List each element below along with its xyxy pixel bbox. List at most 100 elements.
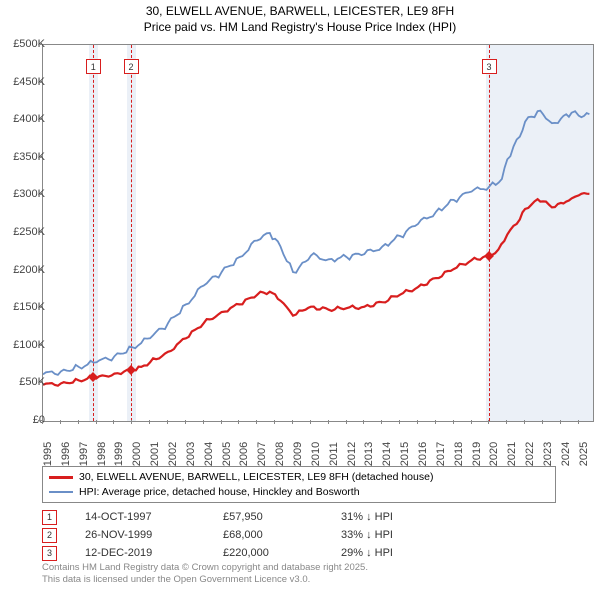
- x-tick-label: 2017: [435, 442, 447, 466]
- y-tick: [38, 307, 42, 308]
- x-tick-label: 1995: [42, 442, 54, 466]
- legend-item: HPI: Average price, detached house, Hinc…: [49, 485, 549, 500]
- x-tick-label: 2001: [149, 442, 161, 466]
- series-price_paid: [43, 193, 589, 386]
- series-svg: [43, 45, 593, 421]
- x-tick-label: 2024: [560, 442, 572, 466]
- x-tick: [363, 420, 364, 424]
- x-tick: [488, 420, 489, 424]
- legend-label: HPI: Average price, detached house, Hinc…: [79, 485, 360, 500]
- x-tick: [42, 420, 43, 424]
- x-tick: [542, 420, 543, 424]
- sales-table: 1 14-OCT-1997£57,95031% ↓ HPI 2 26-NOV-1999…: [42, 508, 393, 562]
- sales-row-marker: 1: [42, 510, 57, 525]
- x-tick: [221, 420, 222, 424]
- x-tick-label: 2000: [131, 442, 143, 466]
- x-tick-label: 2003: [185, 442, 197, 466]
- chart-title: 30, ELWELL AVENUE, BARWELL, LEICESTER, L…: [0, 0, 600, 35]
- x-tick: [506, 420, 507, 424]
- x-tick: [60, 420, 61, 424]
- y-tick: [38, 157, 42, 158]
- x-tick: [346, 420, 347, 424]
- sales-row-price: £68,000: [223, 529, 341, 541]
- x-tick: [524, 420, 525, 424]
- sales-row-delta: 33% ↓ HPI: [341, 529, 393, 541]
- x-tick-label: 2007: [256, 442, 268, 466]
- footer-line1: Contains HM Land Registry data © Crown c…: [42, 562, 368, 574]
- legend-label: 30, ELWELL AVENUE, BARWELL, LEICESTER, L…: [79, 470, 433, 485]
- x-tick: [185, 420, 186, 424]
- sales-row: 2 26-NOV-1999£68,00033% ↓ HPI: [42, 526, 393, 544]
- sales-row-delta: 29% ↓ HPI: [341, 547, 393, 559]
- plot-area: 123: [42, 44, 594, 422]
- sales-row-date: 12-DEC-2019: [85, 547, 223, 559]
- y-tick: [38, 345, 42, 346]
- x-tick-label: 2021: [506, 442, 518, 466]
- x-tick-label: 2008: [274, 442, 286, 466]
- chart-container: 30, ELWELL AVENUE, BARWELL, LEICESTER, L…: [0, 0, 600, 590]
- x-tick-label: 1998: [96, 442, 108, 466]
- y-tick: [38, 270, 42, 271]
- y-tick: [38, 82, 42, 83]
- x-tick-label: 2004: [203, 442, 215, 466]
- footer-attribution: Contains HM Land Registry data © Crown c…: [42, 562, 368, 586]
- x-tick-label: 2006: [238, 442, 250, 466]
- x-tick: [310, 420, 311, 424]
- sales-row-delta: 31% ↓ HPI: [341, 511, 393, 523]
- sales-row: 3 12-DEC-2019£220,00029% ↓ HPI: [42, 544, 393, 562]
- x-tick-label: 1997: [78, 442, 90, 466]
- x-tick-label: 2011: [328, 442, 340, 466]
- title-line2: Price paid vs. HM Land Registry's House …: [0, 20, 600, 36]
- x-tick: [292, 420, 293, 424]
- x-tick-label: 2019: [471, 442, 483, 466]
- x-tick: [96, 420, 97, 424]
- title-line1: 30, ELWELL AVENUE, BARWELL, LEICESTER, L…: [0, 4, 600, 20]
- footer-line2: This data is licensed under the Open Gov…: [42, 574, 368, 586]
- sales-row-date: 14-OCT-1997: [85, 511, 223, 523]
- x-tick-label: 2018: [453, 442, 465, 466]
- x-tick-label: 2013: [363, 442, 375, 466]
- x-tick: [113, 420, 114, 424]
- x-tick: [417, 420, 418, 424]
- sales-row-price: £220,000: [223, 547, 341, 559]
- x-tick: [435, 420, 436, 424]
- x-tick: [399, 420, 400, 424]
- series-hpi: [43, 111, 589, 375]
- x-tick-label: 2023: [542, 442, 554, 466]
- y-tick: [38, 382, 42, 383]
- legend: 30, ELWELL AVENUE, BARWELL, LEICESTER, L…: [42, 466, 556, 503]
- x-tick-label: 1999: [113, 442, 125, 466]
- sales-row-marker: 3: [42, 546, 57, 561]
- y-tick: [38, 232, 42, 233]
- x-tick-label: 1996: [60, 442, 72, 466]
- x-tick: [131, 420, 132, 424]
- x-tick: [381, 420, 382, 424]
- sales-row-price: £57,950: [223, 511, 341, 523]
- x-tick: [560, 420, 561, 424]
- legend-item: 30, ELWELL AVENUE, BARWELL, LEICESTER, L…: [49, 470, 549, 485]
- y-tick: [38, 44, 42, 45]
- x-tick-label: 2009: [292, 442, 304, 466]
- x-tick: [149, 420, 150, 424]
- x-tick-label: 2020: [488, 442, 500, 466]
- x-tick-label: 2022: [524, 442, 536, 466]
- x-tick: [256, 420, 257, 424]
- x-tick-label: 2025: [578, 442, 590, 466]
- sales-row-date: 26-NOV-1999: [85, 529, 223, 541]
- sales-row-marker: 2: [42, 528, 57, 543]
- sales-row: 1 14-OCT-1997£57,95031% ↓ HPI: [42, 508, 393, 526]
- x-tick: [238, 420, 239, 424]
- x-tick: [167, 420, 168, 424]
- x-tick-label: 2002: [167, 442, 179, 466]
- y-tick: [38, 194, 42, 195]
- x-tick: [328, 420, 329, 424]
- x-tick: [78, 420, 79, 424]
- x-tick: [274, 420, 275, 424]
- x-tick-label: 2015: [399, 442, 411, 466]
- x-tick: [578, 420, 579, 424]
- x-tick-label: 2014: [381, 442, 393, 466]
- x-tick: [203, 420, 204, 424]
- x-tick-label: 2005: [221, 442, 233, 466]
- legend-swatch: [49, 476, 73, 479]
- y-tick: [38, 119, 42, 120]
